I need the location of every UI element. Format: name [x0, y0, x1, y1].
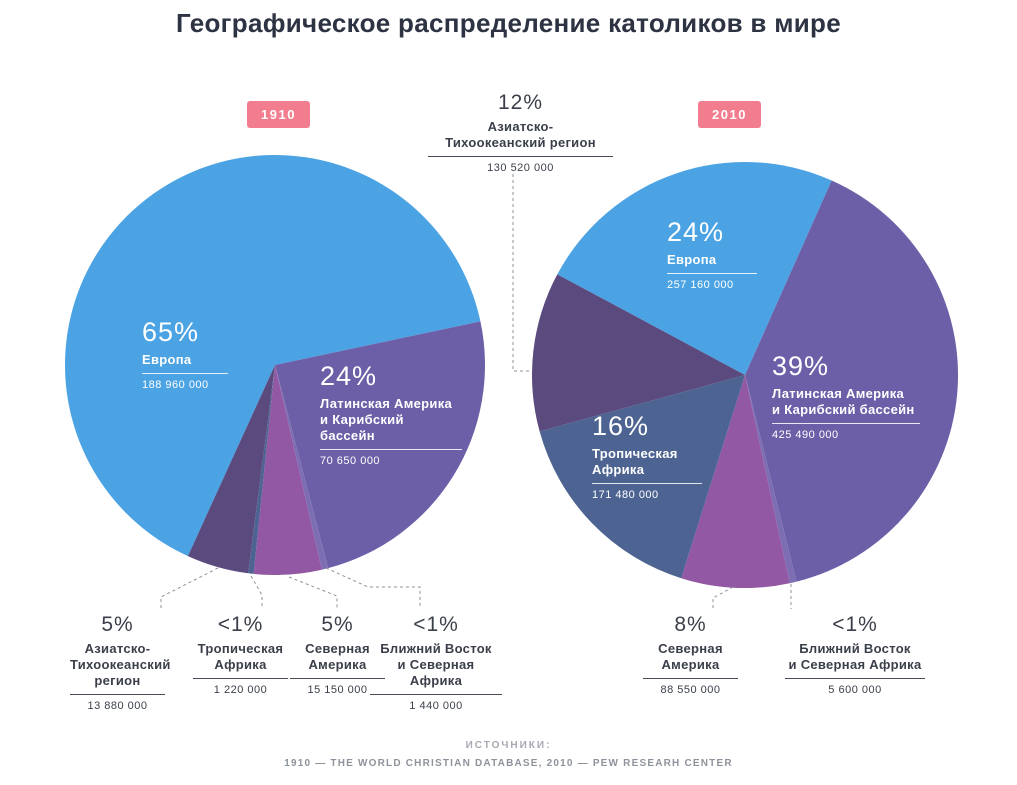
connector-1910-north-america — [288, 576, 338, 609]
count-value: 70 650 000 — [320, 454, 381, 467]
region-name: Европа — [667, 252, 757, 275]
pct-value: 12% — [497, 91, 544, 114]
pct-value: <1% — [413, 613, 459, 636]
label-1910-europe: 65% Европа 188 960 000 — [142, 316, 228, 392]
region-name: Латинская Америка и Карибский бассейн — [320, 396, 462, 450]
slice-1910-latin_america — [275, 321, 485, 569]
label-1910-asia-pacific: 5% Азиатско- Тихоокеанский регион 13 880… — [70, 612, 170, 713]
connector-2010-asia-pacific — [512, 174, 529, 372]
pct-value: <1% — [832, 613, 878, 636]
count-value: 130 520 000 — [487, 161, 554, 174]
slice-1910-europe — [65, 155, 481, 557]
pie-1910 — [65, 155, 485, 575]
slice-2010-latin_america — [745, 180, 958, 582]
connector-2010-north-america — [712, 586, 734, 609]
sources-line: 1910 — THE WORLD CHRISTIAN DATABASE, 201… — [284, 758, 733, 769]
connector-1910-tropical-africa — [250, 575, 263, 609]
pct-value: 8% — [674, 613, 707, 636]
pct-value: 5% — [101, 613, 134, 636]
slice-2010-asia_pacific — [532, 274, 745, 432]
slice-2010-tropical_africa — [539, 375, 745, 579]
pct-value: 39% — [772, 351, 830, 381]
year-badge-2010: 2010 — [698, 101, 761, 128]
count-value: 13 880 000 — [87, 699, 148, 712]
pct-value: 16% — [592, 411, 650, 441]
region-name: Латинская Америка и Карибский бассейн — [772, 386, 920, 425]
slice-1910-middle_east_north_africa — [275, 365, 329, 570]
label-1910-tropical-africa: <1% Тропическая Африка 1 220 000 — [193, 612, 288, 697]
pct-value: <1% — [217, 613, 264, 636]
page-title: Географическое распределение католиков в… — [175, 8, 841, 38]
count-value: 425 490 000 — [772, 429, 839, 442]
slice-2010-europe — [557, 162, 832, 375]
region-name: Азиатско- Тихоокеанский регион — [70, 641, 170, 695]
region-name: Европа — [142, 352, 228, 375]
count-value: 171 480 000 — [592, 489, 659, 502]
region-name: Ближний Восток и Северная Африка — [370, 641, 502, 695]
sources-heading: ИСТОЧНИКИ: — [465, 740, 552, 751]
region-name: Азиатско- Тихоокеанский регион — [428, 119, 613, 157]
region-name: Ближний Восток и Северная Африка — [785, 641, 925, 679]
pct-value: 24% — [320, 361, 378, 391]
label-2010-middle-east: <1% Ближний Восток и Северная Африка 5 6… — [785, 612, 925, 697]
region-name: Тропическая Африка — [193, 641, 288, 679]
region-name: Северная Америка — [643, 641, 738, 679]
label-1910-middle-east: <1% Ближний Восток и Северная Африка 1 4… — [370, 612, 502, 713]
pie-2010 — [532, 162, 958, 588]
label-1910-latin-america: 24% Латинская Америка и Карибский бассей… — [320, 360, 462, 468]
label-2010-asia-pacific: 12% Азиатско- Тихоокеанский регион 130 5… — [428, 90, 613, 175]
label-2010-north-america: 8% Северная Америка 88 550 000 — [643, 612, 738, 697]
pct-value: 65% — [142, 317, 200, 347]
slice-2010-north_america — [681, 375, 790, 588]
count-value: 15 150 000 — [307, 683, 368, 696]
region-name: Северная Америка — [290, 641, 385, 679]
region-name: Тропическая Африка — [592, 446, 702, 485]
label-1910-north-america: 5% Северная Америка 15 150 000 — [290, 612, 385, 697]
slice-1910-tropical_africa — [248, 365, 275, 574]
count-value: 257 160 000 — [667, 279, 734, 292]
year-badge-1910: 1910 — [247, 101, 310, 128]
slice-1910-north_america — [253, 365, 322, 575]
count-value: 1 220 000 — [213, 683, 268, 696]
sources-block: ИСТОЧНИКИ: 1910 — THE WORLD CHRISTIAN DA… — [0, 740, 1017, 769]
count-value: 188 960 000 — [142, 379, 209, 392]
pct-value: 24% — [667, 217, 725, 247]
slice-1910-asia_pacific — [187, 365, 275, 574]
count-value: 5 600 000 — [828, 683, 882, 696]
label-2010-tropical-africa: 16% Тропическая Африка 171 480 000 — [592, 410, 702, 502]
count-value: 88 550 000 — [660, 683, 721, 696]
slice-2010-middle_east_north_africa — [745, 375, 797, 584]
label-2010-latin-america: 39% Латинская Америка и Карибский бассей… — [772, 350, 920, 442]
count-value: 1 440 000 — [409, 699, 463, 712]
pct-value: 5% — [321, 613, 354, 636]
label-2010-europe: 24% Европа 257 160 000 — [667, 216, 757, 292]
